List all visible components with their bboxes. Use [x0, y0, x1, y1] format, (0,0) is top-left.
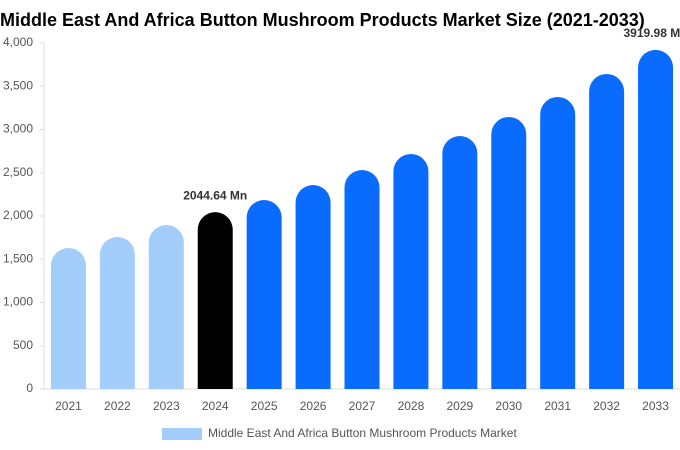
- y-tick-label: 3,000: [3, 122, 33, 136]
- y-tick-label: 2,000: [3, 208, 33, 222]
- y-tick-label: 3,500: [3, 78, 33, 92]
- x-tick-label: 2032: [593, 399, 620, 413]
- bar: [491, 116, 527, 389]
- bar: [638, 49, 674, 390]
- value-label: 2044.64 Mn: [183, 188, 247, 202]
- bar: [148, 224, 184, 389]
- x-tick-label: 2027: [349, 399, 376, 413]
- y-tick-label: 0: [26, 381, 33, 395]
- y-tick-label: 1,500: [3, 251, 33, 265]
- x-tick-label: 2022: [104, 399, 131, 413]
- x-tick-label: 2031: [544, 399, 571, 413]
- x-tick-label: 2023: [153, 399, 180, 413]
- legend-label: Middle East And Africa Button Mushroom P…: [208, 426, 517, 440]
- y-tick-label: 2,500: [3, 165, 33, 179]
- x-tick-label: 2028: [398, 399, 425, 413]
- y-tick-label: 1,000: [3, 295, 33, 309]
- x-tick-label: 2030: [495, 399, 522, 413]
- bar: [442, 135, 478, 389]
- y-tick-label: 4,000: [3, 35, 33, 49]
- x-tick-label: 2026: [300, 399, 327, 413]
- x-tick-label: 2024: [202, 399, 229, 413]
- bar: [99, 237, 135, 389]
- value-label: 3919.98 Mn: [624, 26, 680, 40]
- bar: [295, 185, 331, 389]
- bar: [50, 248, 86, 389]
- x-tick-label: 2033: [642, 399, 669, 413]
- x-tick-label: 2025: [251, 399, 278, 413]
- bar: [344, 169, 380, 389]
- bar: [540, 96, 576, 389]
- y-tick-label: 500: [13, 338, 33, 352]
- bar: [393, 153, 429, 389]
- x-tick-label: 2021: [55, 399, 82, 413]
- x-tick-label: 2029: [446, 399, 473, 413]
- bar: [246, 199, 282, 389]
- chart-title: Middle East And Africa Button Mushroom P…: [0, 10, 645, 30]
- bar: [197, 212, 233, 389]
- legend-swatch: [162, 428, 202, 440]
- bar: [589, 73, 625, 389]
